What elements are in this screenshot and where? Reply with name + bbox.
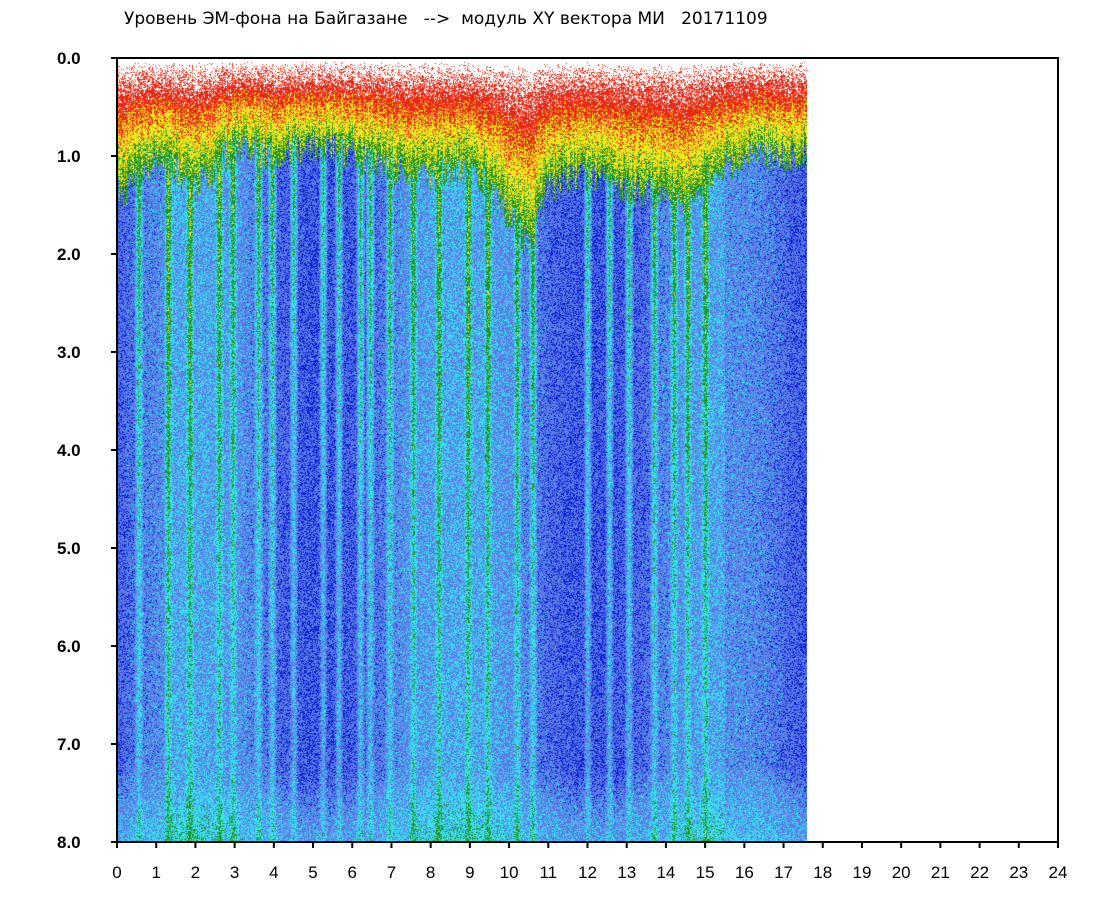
x-tick-label: 2: [191, 863, 200, 882]
x-axis: 0 1 2 3 4 5 6 7 8 9 10 11 12 13 14 15 16 17 18 19 20 21 22 23 24: [112, 842, 1067, 882]
x-tick-label: 8: [426, 863, 435, 882]
y-tick-label: 3.0: [57, 343, 81, 362]
x-tick-label: 7: [387, 863, 396, 882]
y-tick-label: 4.0: [57, 441, 81, 460]
x-tick-label: 16: [735, 863, 754, 882]
x-tick-label: 0: [112, 863, 121, 882]
x-tick-label: 1: [151, 863, 160, 882]
y-axis: 0.0 1.0 2.0 3.0 4.0 5.0 6.0 7.0 8.0: [57, 49, 117, 852]
x-tick-label: 22: [970, 863, 989, 882]
x-tick-label: 14: [656, 863, 675, 882]
x-tick-label: 23: [1009, 863, 1028, 882]
chart-title: Уровень ЭМ-фона на Байгазане --> модуль …: [124, 9, 768, 29]
y-tick-label: 0.0: [57, 49, 81, 68]
x-tick-label: 24: [1049, 863, 1068, 882]
y-tick-label: 7.0: [57, 735, 81, 754]
x-tick-label: 20: [892, 863, 911, 882]
x-tick-label: 4: [269, 863, 278, 882]
x-tick-label: 18: [813, 863, 832, 882]
y-tick-label: 6.0: [57, 637, 81, 656]
plot-region: [117, 58, 807, 842]
y-tick-label: 2.0: [57, 245, 81, 264]
x-tick-label: 11: [539, 863, 557, 882]
heatmap-raster: [117, 58, 807, 842]
x-tick-label: 13: [617, 863, 636, 882]
x-tick-label: 10: [500, 863, 519, 882]
y-tick-label: 5.0: [57, 539, 81, 558]
x-tick-label: 12: [578, 863, 597, 882]
x-tick-label: 3: [230, 863, 239, 882]
y-tick-label: 1.0: [57, 147, 81, 166]
x-tick-label: 19: [852, 863, 871, 882]
x-tick-label: 6: [348, 863, 357, 882]
x-tick-label: 5: [308, 863, 317, 882]
y-tick-label: 8.0: [57, 833, 81, 852]
x-tick-label: 15: [696, 863, 715, 882]
x-tick-label: 9: [465, 863, 474, 882]
x-tick-label: 17: [774, 863, 793, 882]
x-tick-label: 21: [931, 863, 950, 882]
